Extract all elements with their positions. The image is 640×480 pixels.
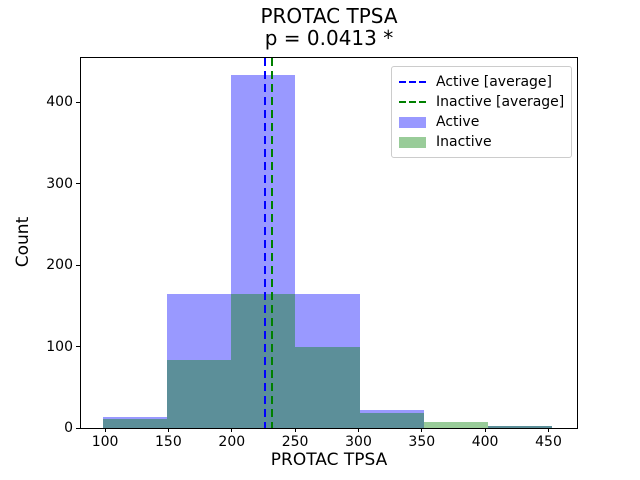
x-tick [548,428,549,432]
x-tick-label: 400 [471,434,499,450]
x-tick-label: 250 [281,434,309,450]
x-tick [104,428,106,432]
inactive-average-line [270,58,273,428]
histogram-bar-overlap [359,413,424,428]
x-tick-label: 350 [408,434,436,450]
histogram-bar-overlap [102,419,167,428]
x-tick-label: 450 [535,434,562,450]
x-tick [167,428,169,432]
x-tick-label: 100 [91,434,119,450]
legend-label: Active [436,114,480,130]
blue-patch-icon [399,116,426,128]
x-tick [421,428,423,432]
y-axis-label: Count [13,216,33,268]
y-tick-label: 200 [46,257,73,273]
histogram-bar-overlap [488,426,553,428]
y-tick-label: 0 [64,420,73,436]
x-tick [231,428,233,432]
legend-entry-inactive: Inactive [399,134,565,150]
blue-dashed-line-icon [399,81,426,83]
histogram-bar-overlap [295,347,360,428]
histogram-bar-overlap [231,293,296,428]
y-tick-label: 300 [46,175,73,192]
plot-area [80,57,578,429]
x-tick-label: 300 [345,434,372,450]
y-tick [76,183,80,184]
histogram-bar-active [295,293,360,348]
x-axis-label: PROTAC TPSA [270,450,388,470]
legend-entry-inactive-average: Inactive [average] [399,94,565,110]
x-tick [484,428,486,432]
green-dashed-line-icon [399,101,426,103]
histogram-bar-active [102,416,167,419]
y-tick [76,346,80,347]
y-tick-label: 400 [46,94,73,110]
histogram-bar-active [359,410,424,414]
chart-title: PROTAC TPSA [260,4,398,28]
active-average-line [264,58,267,428]
legend-label: Active [average] [436,74,552,90]
y-tick [76,264,80,266]
legend-entry-active-average: Active [average] [399,74,565,90]
x-tick [294,428,296,432]
legend-label: Inactive [436,134,492,150]
y-tick-label: 100 [46,338,73,355]
chart-title-block: PROTAC TPSA p = 0.0413 * [81,5,577,49]
y-tick [76,427,80,429]
chart-subtitle: p = 0.0413 * [264,26,394,50]
histogram-bar-active [231,75,296,294]
histogram-bar-inactive [423,422,488,428]
green-patch-icon [399,136,426,148]
legend-entry-active: Active [399,114,565,130]
x-tick-label: 200 [218,434,246,450]
histogram-bar-overlap [166,359,231,428]
x-tick [358,428,359,432]
legend: Active [average] Inactive [average] Acti… [391,66,572,158]
y-tick [76,101,80,103]
x-tick-label: 150 [155,434,182,450]
histogram-bar-active [166,293,231,360]
legend-label: Inactive [average] [436,94,565,110]
